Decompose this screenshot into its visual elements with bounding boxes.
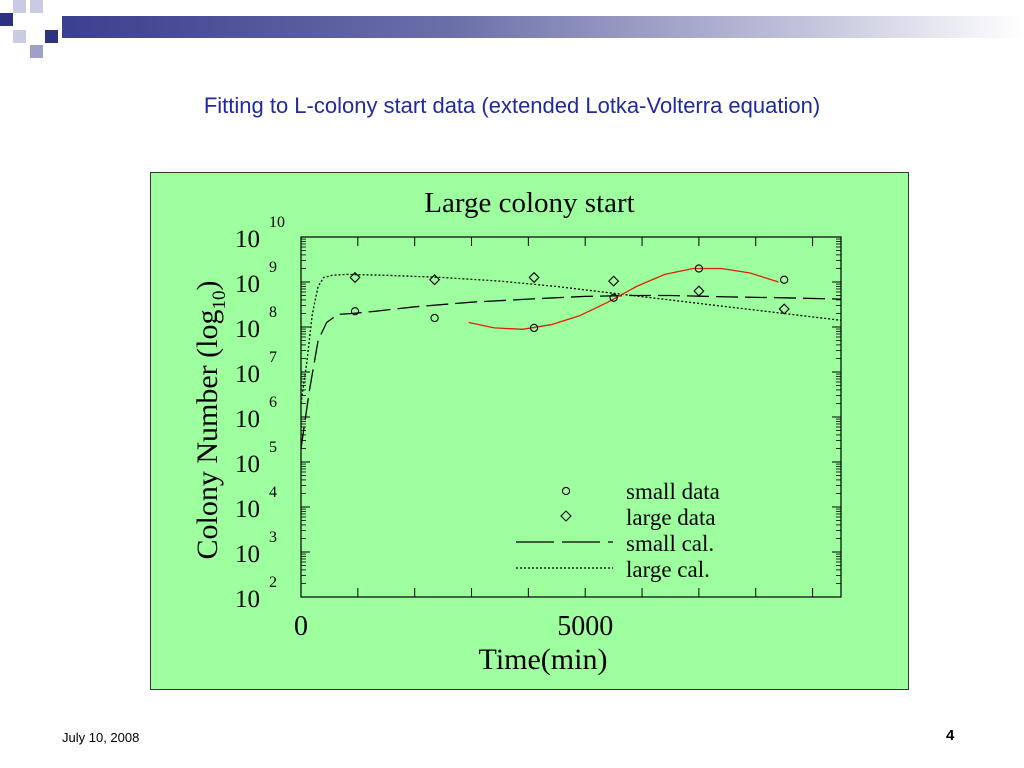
y-axis-label: Colony Number (log10)	[191, 230, 231, 610]
y-tick-label: 10	[235, 451, 260, 478]
series-line-4	[468, 267, 779, 330]
point-large-data	[349, 271, 361, 284]
y-tick-label: 10	[235, 541, 260, 568]
plot-frame	[300, 236, 842, 598]
deco-square-light	[30, 0, 43, 13]
point-small-data	[780, 275, 789, 284]
y-tick-exponent: 3	[269, 529, 277, 546]
point-large-data	[528, 271, 540, 284]
chart-panel: 10 2 10 3 10 4 10 5 10 6 10 7 10 8 10 9 10 10 0 5000 Large …	[150, 172, 909, 690]
point-small-data	[694, 264, 704, 273]
chart-title: Large colony start	[424, 187, 635, 219]
deco-square-navy	[45, 30, 58, 43]
y-axis-label-close: )	[191, 280, 224, 291]
x-axis-label: Time(min)	[478, 643, 608, 676]
point-small-data	[430, 313, 439, 323]
point-large-data	[778, 303, 790, 315]
point-large-data	[608, 275, 620, 287]
y-axis-label-sub: 10	[209, 290, 230, 310]
y-tick-exponent: 4	[269, 484, 277, 501]
legend-label-large-cal: large cal.	[626, 557, 710, 582]
y-tick-label: 10	[235, 226, 260, 253]
footer-date: July 10, 2008	[62, 730, 140, 745]
y-tick-exponent: 6	[269, 394, 277, 411]
deco-square-navy	[0, 13, 13, 26]
legend-label-large-data: large data	[626, 505, 716, 530]
deco-square-light	[13, 0, 26, 13]
legend-symbol-circle	[561, 486, 571, 496]
y-tick-exponent: 7	[269, 349, 277, 366]
y-tick-label: 10	[235, 586, 260, 613]
y-tick-label: 10	[235, 406, 260, 433]
deco-square-light	[13, 30, 26, 43]
x-tick-label: 5000	[557, 611, 613, 642]
title-bar-gradient	[62, 16, 1024, 38]
legend-label-small-data: small data	[626, 479, 720, 504]
y-tick-label: 10	[235, 361, 260, 388]
x-tick-label: 0	[294, 611, 308, 642]
chart-plot: 10 2 10 3 10 4 10 5 10 6 10 7 10 8 10 9 10 10 0 5000	[235, 214, 842, 642]
y-tick-exponent: 8	[269, 304, 277, 321]
y-axis-label-main: Colony Number (log	[191, 309, 224, 560]
point-large-data	[693, 285, 705, 297]
series-line-3	[300, 273, 842, 404]
y-tick-exponent: 10	[269, 214, 285, 231]
y-tick-exponent: 9	[269, 259, 277, 276]
point-small-data	[609, 293, 618, 302]
legend-label-small-cal: small cal.	[626, 531, 715, 556]
point-small-data	[529, 323, 539, 333]
point-small-data	[350, 307, 360, 316]
y-tick-label: 10	[235, 496, 260, 523]
y-tick-exponent: 2	[269, 574, 277, 591]
y-tick-label: 10	[235, 316, 260, 343]
y-tick-exponent: 5	[269, 439, 277, 456]
slide-title: Fitting to L-colony start data (extended…	[203, 93, 821, 118]
deco-square-mid	[30, 45, 43, 58]
point-large-data	[429, 274, 441, 286]
page-number: 4	[946, 727, 955, 744]
y-tick-label: 10	[235, 271, 260, 298]
legend-symbol-diamond	[560, 510, 572, 522]
decorative-squares	[0, 0, 80, 65]
